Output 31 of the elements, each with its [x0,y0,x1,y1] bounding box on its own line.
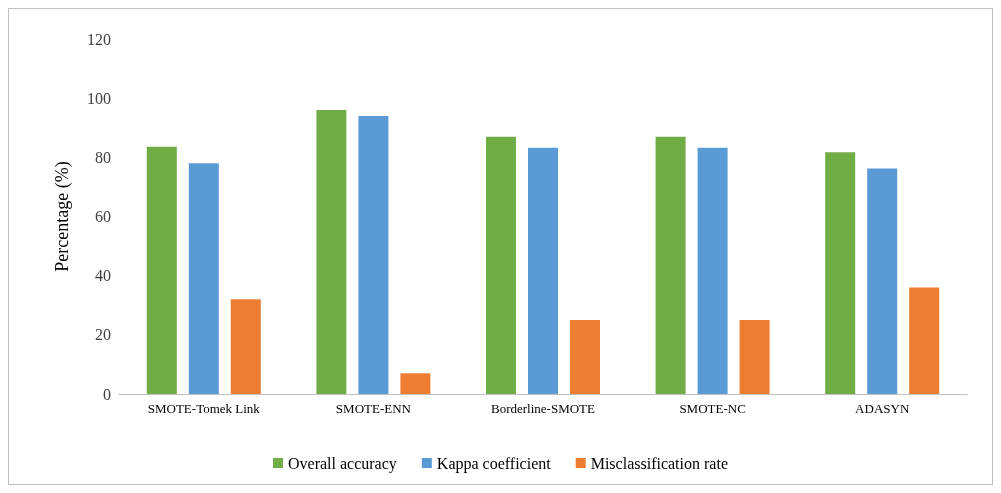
bar [230,299,261,394]
y-tick-label: 0 [103,385,111,403]
bar [316,110,347,394]
y-tick-label: 80 [95,148,111,166]
bar [400,373,431,394]
x-tick-label: SMOTE-ENN [335,401,412,416]
y-tick-label: 120 [87,30,111,48]
x-tick-label: ADASYN [855,401,910,416]
bar [146,146,177,394]
legend-label: Overall accuracy [288,454,397,473]
x-tick-label: SMOTE-NC [679,401,746,416]
bar [655,136,686,394]
bar [825,152,856,394]
legend-label: Misclassification rate [590,454,728,472]
x-tick-label: SMOTE-Tomek Link [147,401,261,416]
bar [570,320,600,394]
bar [909,287,940,394]
x-tick-label: Borderline-SMOTE [491,401,596,416]
y-tick-label: 100 [87,89,111,107]
bar [867,168,898,394]
bar [358,115,389,394]
bar [188,163,219,394]
y-tick-label: 60 [95,208,111,225]
legend-label: Kappa coefficient [436,454,552,473]
bar [739,320,770,394]
bar [486,136,516,394]
bar [528,147,558,394]
bar [697,147,728,394]
y-axis-title: Percentage (%) [52,161,73,272]
y-tick-label: 20 [95,326,111,344]
y-tick-label: 40 [95,267,111,285]
